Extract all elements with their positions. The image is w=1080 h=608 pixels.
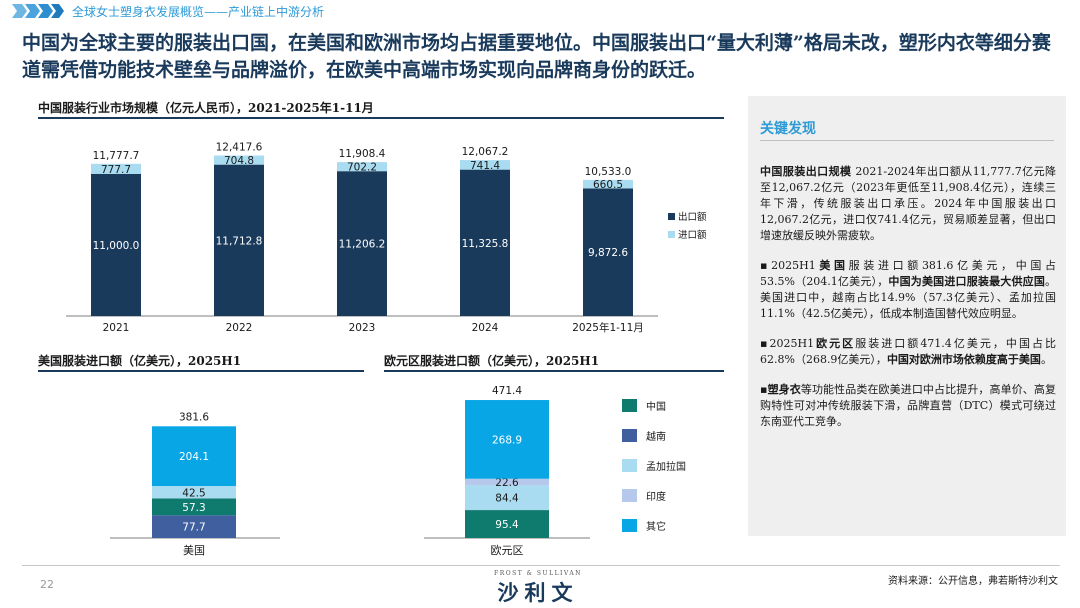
us-imports-chart: 77.7 57.3 42.5 204.1 381.6 美国 [110, 411, 280, 557]
chart-title-rule [38, 370, 364, 372]
legend-swatch [622, 459, 637, 472]
data-label: 268.9 [492, 434, 522, 446]
legend-swatch [622, 519, 637, 532]
data-label-total: 471.4 [492, 385, 522, 397]
page-title: 中国为全球主要的服装出口国，在美国和欧洲市场均占据重要地位。中国服装出口“量大利… [22, 32, 1051, 81]
bar-import [460, 160, 510, 170]
bar-segment [152, 486, 236, 499]
chevron-arrows-icon [12, 4, 64, 18]
footer-divider [22, 565, 1060, 566]
x-tick-label: 2023 [349, 322, 376, 334]
data-label-import: 741.4 [470, 160, 500, 172]
key-findings-title: 关键发现 [760, 121, 816, 137]
data-label-import: 704.8 [224, 155, 254, 167]
bar-export [91, 173, 141, 316]
legend-label: 印度 [646, 490, 666, 503]
bar-segment [465, 510, 549, 538]
bar-segment [152, 426, 236, 487]
x-tick-label: 2024 [472, 322, 499, 334]
legend-label: 出口额 [678, 211, 707, 223]
bar-segment [465, 478, 549, 486]
data-label-export: 11,325.8 [462, 238, 509, 250]
data-label: 204.1 [179, 451, 209, 463]
legend-label: 其它 [646, 520, 666, 533]
legend-label: 中国 [646, 400, 666, 413]
finding-export-scale: 中国服装出口规模 2021-2024年出口额从11,777.7亿元降至12,06… [760, 165, 1057, 242]
chart-title-rule [38, 117, 724, 119]
data-label: 22.6 [495, 477, 519, 489]
data-label-export: 11,000.0 [93, 240, 140, 252]
bar-export [214, 164, 264, 316]
legend-swatch [622, 489, 637, 502]
bar-segment [465, 485, 549, 511]
key-findings-body: 中国服装出口规模 2021-2024年出口额从11,777.7亿元降至12,06… [760, 164, 1056, 444]
data-label: 95.4 [495, 519, 519, 531]
chart-title-eurozone-imports: 欧元区服装进口额（亿美元），2025H1 [384, 354, 600, 368]
bar-export [337, 171, 387, 316]
bar-import [337, 162, 387, 172]
data-label-export: 11,712.8 [216, 235, 263, 247]
bar-export [583, 188, 633, 316]
frost-sullivan-logo-text: FROST & SULLIVAN [494, 570, 582, 577]
legend-label: 孟加拉国 [646, 460, 686, 473]
data-label-total: 11,908.4 [339, 148, 386, 160]
bar-import [214, 155, 264, 165]
legend-swatch [668, 231, 675, 238]
finding-us-imports: ▪2025H1美国服装进口额381.6亿美元，中国占53.5%（204.1亿美元… [760, 259, 1057, 320]
data-label-export: 9,872.6 [588, 247, 628, 259]
data-label: 42.5 [182, 487, 205, 499]
legend-swatch [622, 399, 637, 412]
chart-title-market-size: 中国服装行业市场规模（亿元人民币），2021-2025年1-11月 [38, 101, 374, 115]
x-tick-label: 美国 [183, 544, 205, 557]
market-size-chart: 11,000.0777.711,777.7202111,712.8704.812… [66, 142, 707, 334]
data-label-import: 777.7 [101, 164, 131, 176]
legend-label: 进口额 [678, 229, 707, 241]
data-label-total: 11,777.7 [93, 150, 140, 162]
data-label: 57.3 [182, 502, 205, 514]
x-tick-label: 2021 [103, 322, 130, 334]
data-label-export: 11,206.2 [339, 239, 386, 251]
legend-swatch [622, 429, 637, 442]
chart-title-rule [384, 370, 724, 372]
top-bar: 全球女士塑身衣发展概览——产业链上中游分析 [0, 0, 1080, 22]
bar-import [583, 179, 633, 189]
x-tick-label: 2025年1-11月 [572, 321, 644, 334]
bar-segment [465, 400, 549, 479]
legend-swatch [668, 213, 675, 220]
legend-label: 越南 [646, 430, 666, 443]
shaliwen-logo: 沙利文 [497, 580, 579, 605]
chart-title-us-imports: 美国服装进口额（亿美元），2025H1 [38, 354, 242, 368]
data-label: 77.7 [182, 522, 205, 534]
bar-export [460, 169, 510, 316]
x-tick-label: 2022 [226, 322, 253, 334]
data-label-import: 660.5 [593, 179, 623, 191]
divider [760, 140, 1054, 141]
data-label-total: 381.6 [179, 411, 209, 423]
bar-import [91, 163, 141, 174]
source-note: 资料来源：公开信息，弗若斯特沙利文 [888, 576, 1058, 587]
key-findings-panel: 关键发现 中国服装出口规模 2021-2024年出口额从11,777.7亿元降至… [748, 96, 1066, 536]
bar-segment [152, 515, 236, 538]
breadcrumb: 全球女士塑身衣发展概览——产业链上中游分析 [72, 5, 325, 19]
x-tick-label: 欧元区 [491, 544, 524, 557]
finding-shapewear: ▪塑身衣等功能性品类在欧美进口中占比提升，高单价、高复购特性可对冲传统服装下滑，… [760, 383, 1056, 428]
data-label-total: 12,067.2 [462, 146, 509, 158]
page-number: 22 [40, 578, 54, 591]
data-label: 84.4 [495, 493, 519, 505]
data-label-total: 10,533.0 [585, 166, 632, 178]
data-label-total: 12,417.6 [216, 142, 263, 154]
finding-eurozone-imports: ▪2025H1欧元区服装进口额471.4亿美元，中国占比62.8%（268.9亿… [760, 337, 1057, 366]
data-label-import: 702.2 [347, 162, 377, 174]
bar-segment [152, 498, 236, 516]
